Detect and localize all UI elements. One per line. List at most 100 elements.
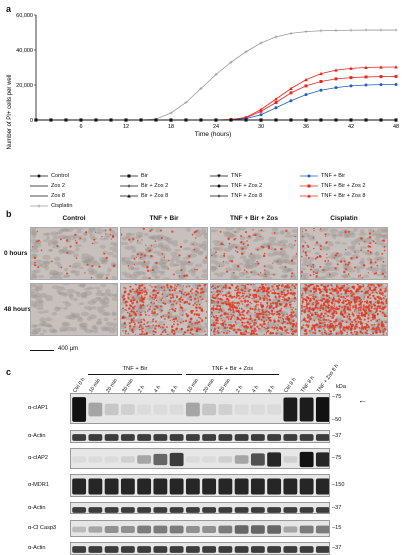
blot-band [218, 404, 233, 415]
micrograph-texture [28, 226, 119, 281]
legend-label: Zos 2 [51, 183, 65, 189]
blot-band [137, 404, 152, 415]
data-point [304, 118, 308, 122]
legend-swatch [30, 174, 48, 178]
blot-band [218, 478, 233, 495]
column-header: Cisplatin [330, 215, 358, 222]
blot-antibody-label: α-cIAP2 [28, 455, 49, 461]
blot-band [299, 397, 314, 422]
blot-band [169, 507, 184, 513]
micrograph [207, 282, 301, 337]
legend-label: TNF [231, 173, 242, 179]
blot-band [218, 456, 233, 463]
legend-swatch [300, 174, 318, 178]
data-point [304, 93, 308, 97]
data-point [394, 28, 398, 32]
series-tnf-zos-8 [34, 118, 398, 122]
blot-band [202, 525, 217, 534]
data-point [319, 80, 323, 83]
blot-band [153, 453, 168, 466]
legend-label: Bir + Zos 2 [141, 183, 169, 189]
blot-band [283, 478, 298, 495]
blot-band [234, 507, 249, 513]
series-line [36, 76, 397, 121]
blot-band [104, 403, 119, 416]
x-tick-label: 24 [213, 124, 219, 130]
legend-item: TNF + Zos 2 [210, 183, 262, 189]
legend-item: Bir + Zos 8 [120, 193, 168, 199]
series-tnf-bir-zos-2 [34, 74, 398, 122]
blot-band [104, 507, 119, 513]
lane-label: 10 min [88, 377, 103, 394]
x-tick-label: 36 [303, 124, 309, 130]
panel-label-a: a [6, 4, 12, 14]
blot-band [137, 525, 152, 534]
data-point [289, 99, 293, 103]
data-point [79, 118, 83, 122]
blot-band [185, 434, 200, 441]
blot-band [120, 456, 135, 463]
blot-band [234, 455, 249, 464]
data-point [229, 60, 233, 64]
blot-band [72, 456, 87, 463]
blot-band [267, 525, 282, 534]
legend-item: Bir + Zos 2 [120, 183, 168, 189]
blot-band [299, 434, 314, 441]
micrograph [298, 281, 391, 338]
blot-band [120, 434, 135, 441]
mw-marker: –37 [332, 545, 342, 551]
blot-band [315, 478, 329, 495]
micrograph-texture [119, 225, 210, 281]
micrograph [27, 282, 121, 337]
data-point [94, 118, 98, 122]
blot-strip [70, 393, 330, 424]
legend-swatch [120, 174, 138, 178]
blot-band [169, 434, 184, 441]
data-point [184, 101, 188, 104]
blot-band [202, 478, 217, 495]
micrograph-texture [27, 282, 121, 337]
data-point [289, 86, 293, 90]
legend-swatch [30, 195, 48, 197]
legend-swatch [210, 174, 228, 178]
legend-marker [307, 194, 311, 198]
data-point [214, 118, 218, 122]
blot-band [218, 507, 233, 513]
blot-band [250, 478, 265, 495]
data-point [229, 118, 233, 122]
data-point [169, 111, 173, 115]
data-point [214, 73, 218, 76]
legend-marker [217, 194, 221, 198]
micrograph [119, 225, 210, 281]
blot-band [234, 404, 249, 415]
series-tnf-bir [34, 82, 398, 122]
micrograph-texture [207, 282, 301, 337]
kda-label: kDa [336, 384, 346, 390]
lane-label: 10 min [185, 377, 200, 394]
scale-bar-label: 400 µm [58, 346, 79, 352]
legend-item: Zos 8 [30, 193, 65, 199]
data-point [349, 28, 353, 32]
x-tick-label: 6 [79, 124, 82, 130]
data-point [34, 118, 38, 122]
blot-band [104, 434, 119, 441]
line-chart: 0 20,000 40,000 60,000 6 12 18 24 30 36 42 48 Numbe… [7, 13, 399, 149]
column-header: TNF + Bir [149, 215, 179, 222]
data-point [139, 118, 143, 122]
blot-strip [70, 520, 330, 537]
lane-label: Ctrl 8 h [283, 376, 298, 394]
blot-band [72, 478, 87, 495]
legend-marker [127, 184, 131, 188]
data-point [259, 41, 263, 45]
data-point [319, 88, 323, 92]
legend-label: Bir + Zos 8 [141, 193, 169, 199]
legend-item: TNF + Bir + Zos 2 [300, 183, 365, 189]
mw-marker: –75 [332, 394, 342, 400]
data-point [244, 50, 248, 54]
legend-swatch [120, 184, 138, 188]
blot-band [218, 434, 233, 441]
blot-band [169, 452, 184, 467]
blot-band [250, 434, 265, 441]
data-point [289, 31, 293, 35]
blot-band [185, 402, 200, 417]
